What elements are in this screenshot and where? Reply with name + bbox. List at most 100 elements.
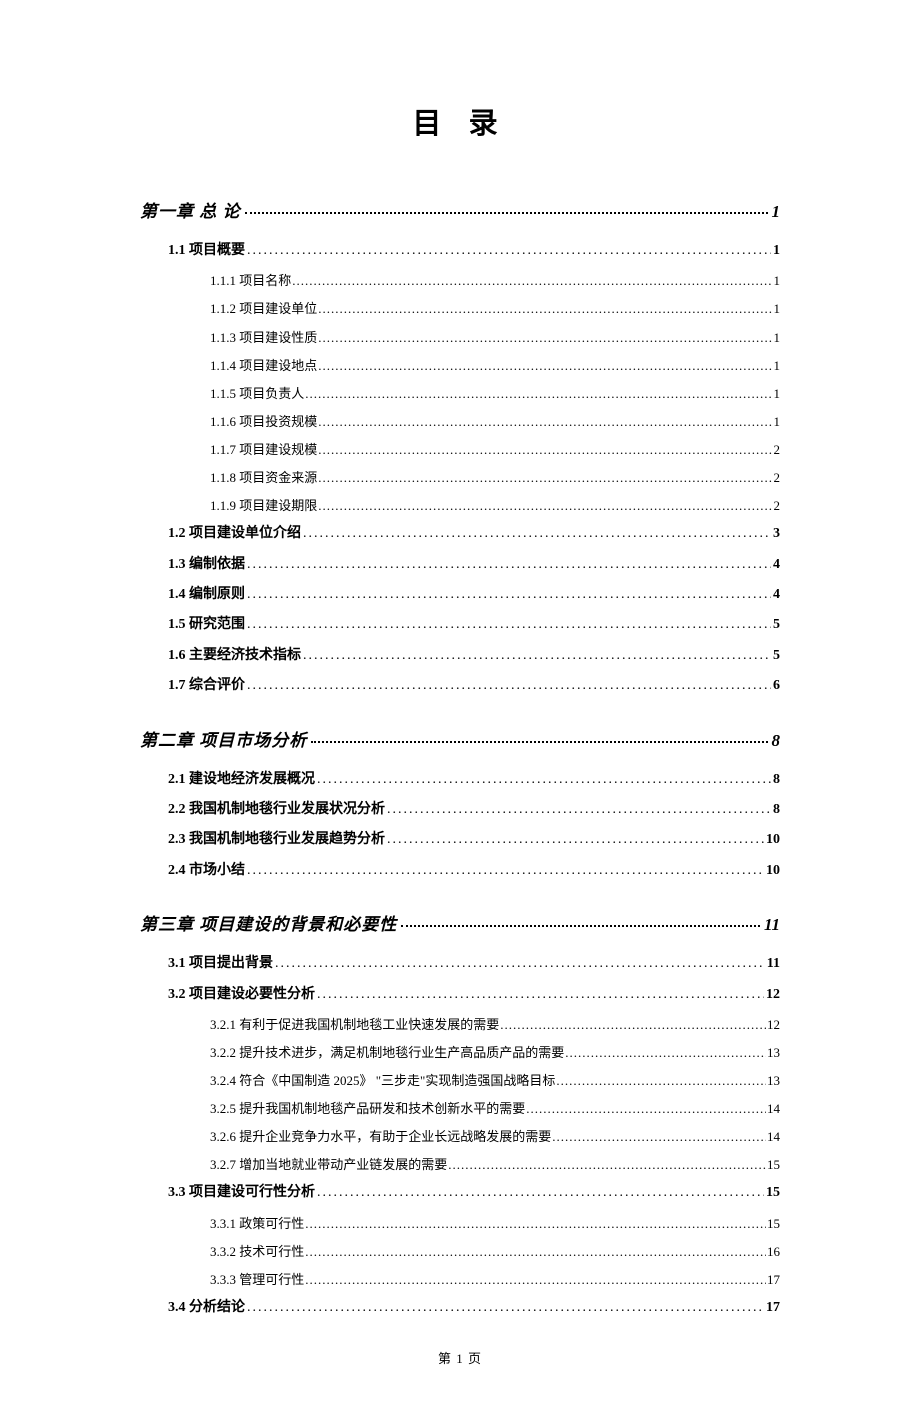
- toc-leader-dots: [247, 1297, 764, 1319]
- toc-entry-page: 1: [774, 327, 781, 349]
- toc-subsection-row: 1.1.5 项目负责人1: [210, 383, 780, 405]
- toc-subsection-row: 1.1.6 项目投资规模 1: [210, 411, 780, 433]
- toc-leader-dots: [305, 383, 772, 405]
- toc-leader-dots: [305, 1213, 766, 1235]
- toc-entry-page: 3: [773, 523, 780, 545]
- toc-subsection-row: 1.1.4 项目建设地点 1: [210, 355, 780, 377]
- toc-entry-page: 12: [767, 1014, 780, 1036]
- toc-entry-label: 2.3 我国机制地毯行业发展趋势分析: [168, 829, 385, 851]
- toc-entry-label: 3.2.5 提升我国机制地毯产品研发和技术创新水平的需要: [210, 1098, 525, 1120]
- toc-subsection-row: 3.3.3 管理可行性17: [210, 1269, 780, 1291]
- toc-section-row: 1.1 项目概要 1: [168, 240, 780, 262]
- toc-leader-dots: [387, 829, 764, 851]
- toc-subsection-row: 1.1.9 项目建设期限2: [210, 495, 780, 517]
- toc-subsection-row: 3.2.6 提升企业竞争力水平，有助于企业长远战略发展的需要14: [210, 1126, 780, 1148]
- toc-entry-label: 1.1 项目概要: [168, 240, 245, 262]
- toc-section-row: 3.4 分析结论17: [168, 1297, 780, 1319]
- toc-entry-page: 1: [774, 383, 781, 405]
- toc-entry-page: 1: [772, 202, 781, 222]
- toc-entry-page: 8: [773, 769, 780, 791]
- toc-entry-label: 1.2 项目建设单位介绍: [168, 523, 301, 545]
- toc-section-row: 3.1 项目提出背景11: [168, 953, 780, 975]
- toc-entry-label: 第三章 项目建设的背景和必要性: [140, 910, 397, 935]
- toc-entry-label: 3.3.3 管理可行性: [210, 1269, 304, 1291]
- toc-leader-dots: [318, 467, 772, 489]
- toc-entry-label: 第一章 总 论: [140, 197, 241, 222]
- toc-subsection-row: 3.3.2 技术可行性 16: [210, 1241, 780, 1263]
- toc-entry-page: 13: [767, 1042, 780, 1064]
- toc-entry-page: 1: [774, 355, 781, 377]
- toc-section-row: 2.3 我国机制地毯行业发展趋势分析10: [168, 829, 780, 851]
- toc-entry-page: 2: [774, 467, 781, 489]
- toc-entry-label: 2.4 市场小结: [168, 860, 245, 882]
- toc-leader-dots: [318, 355, 772, 377]
- toc-leader-dots: [556, 1070, 766, 1092]
- toc-entry-page: 2: [774, 495, 781, 517]
- toc-entry-page: 6: [773, 675, 780, 697]
- toc-entry-label: 1.1.8 项目资金来源: [210, 467, 317, 489]
- toc-entry-page: 16: [767, 1241, 780, 1263]
- toc-leader-dots: [526, 1098, 766, 1120]
- toc-entry-label: 1.1.1 项目名称: [210, 270, 291, 292]
- toc-entry-page: 17: [766, 1297, 780, 1319]
- toc-entry-page: 5: [773, 645, 780, 667]
- toc-leader-dots: [317, 984, 764, 1006]
- toc-subsection-row: 3.2.7 增加当地就业带动产业链发展的需要15: [210, 1154, 780, 1176]
- toc-leader-dots: [318, 439, 772, 461]
- toc-section-row: 1.3 编制依据4: [168, 554, 780, 576]
- toc-subsection-row: 3.3.1 政策可行性15: [210, 1213, 780, 1235]
- page-container: 目 录 第一章 总 论11.1 项目概要11.1.1 项目名称11.1.2 项目…: [0, 0, 920, 1427]
- toc-leader-dots: [305, 1269, 766, 1291]
- toc-subsection-row: 3.2.1 有利于促进我国机制地毯工业快速发展的需要 12: [210, 1014, 780, 1036]
- toc-leader-dots: [247, 860, 764, 882]
- page-footer: 第 1 页: [140, 1348, 780, 1367]
- toc-entry-label: 1.1.6 项目投资规模: [210, 411, 317, 433]
- toc-section-row: 1.5 研究范围5: [168, 614, 780, 636]
- toc-leader-dots: [305, 1241, 766, 1263]
- toc-entry-page: 14: [767, 1098, 780, 1120]
- toc-entry-label: 3.2.1 有利于促进我国机制地毯工业快速发展的需要: [210, 1014, 499, 1036]
- toc-entry-page: 2: [774, 439, 781, 461]
- toc-leader-dots: [318, 327, 772, 349]
- toc-entry-label: 1.5 研究范围: [168, 614, 245, 636]
- toc-entry-page: 15: [766, 1182, 780, 1204]
- toc-entry-page: 10: [766, 860, 780, 882]
- toc-entry-page: 15: [767, 1154, 780, 1176]
- toc-entry-label: 第二章 项目市场分析: [140, 726, 307, 751]
- toc-entry-label: 3.3.2 技术可行性: [210, 1241, 304, 1263]
- toc-entry-label: 3.2.6 提升企业竞争力水平，有助于企业长远战略发展的需要: [210, 1126, 551, 1148]
- toc-list: 第一章 总 论11.1 项目概要11.1.1 项目名称11.1.2 项目建设单位…: [140, 197, 780, 1320]
- toc-section-row: 3.3 项目建设可行性分析15: [168, 1182, 780, 1204]
- toc-entry-label: 2.1 建设地经济发展概况: [168, 769, 315, 791]
- toc-leader-dots: [247, 584, 771, 606]
- toc-entry-label: 1.6 主要经济技术指标: [168, 645, 301, 667]
- toc-subsection-row: 3.2.5 提升我国机制地毯产品研发和技术创新水平的需要 14: [210, 1098, 780, 1120]
- toc-leader-dots: [318, 411, 772, 433]
- toc-chapter-row: 第一章 总 论 1: [140, 197, 780, 222]
- toc-leader-dots: [318, 298, 772, 320]
- toc-entry-page: 1: [774, 298, 781, 320]
- toc-subsection-row: 3.2.2 提升技术进步，满足机制地毯行业生产高品质产品的需要13: [210, 1042, 780, 1064]
- toc-entry-label: 1.1.4 项目建设地点: [210, 355, 317, 377]
- toc-leader-dots: [247, 240, 771, 262]
- toc-title: 目 录: [140, 100, 780, 142]
- toc-entry-page: 1: [774, 411, 781, 433]
- toc-leader-dots: [245, 212, 768, 214]
- toc-entry-label: 1.1.3 项目建设性质: [210, 327, 317, 349]
- toc-subsection-row: 1.1.1 项目名称1: [210, 270, 780, 292]
- toc-leader-dots: [318, 495, 772, 517]
- toc-entry-page: 8: [772, 731, 781, 751]
- toc-entry-page: 12: [766, 984, 780, 1006]
- toc-entry-label: 3.2 项目建设必要性分析: [168, 984, 315, 1006]
- toc-section-row: 1.6 主要经济技术指标 5: [168, 645, 780, 667]
- toc-leader-dots: [401, 925, 760, 927]
- toc-leader-dots: [317, 769, 771, 791]
- toc-entry-page: 4: [773, 584, 780, 606]
- toc-entry-page: 13: [767, 1070, 780, 1092]
- toc-chapter-row: 第二章 项目市场分析 8: [140, 726, 780, 751]
- toc-subsection-row: 1.1.3 项目建设性质 1: [210, 327, 780, 349]
- toc-entry-page: 1: [773, 240, 780, 262]
- toc-entry-label: 1.4 编制原则: [168, 584, 245, 606]
- toc-entry-page: 11: [767, 953, 780, 975]
- toc-leader-dots: [552, 1126, 766, 1148]
